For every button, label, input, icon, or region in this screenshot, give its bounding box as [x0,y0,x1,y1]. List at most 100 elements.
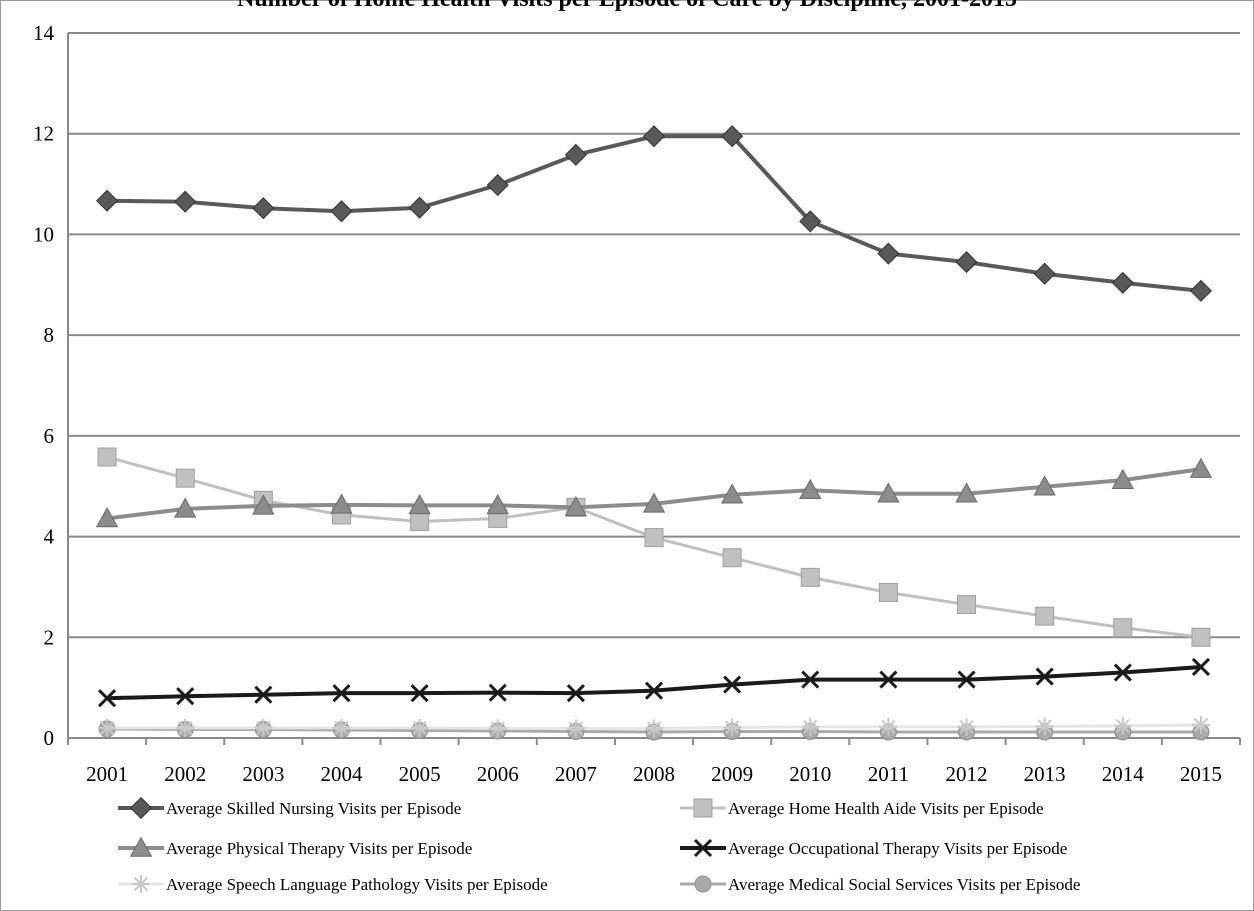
y-tick-label: 8 [44,323,55,347]
marker-star-stroke [881,719,896,734]
marker-star [957,717,976,736]
marker-star-stroke [99,720,115,735]
marker-square [644,528,664,548]
marker-diamond [721,125,744,148]
marker-diamond [129,796,153,820]
marker-diamond [174,190,197,213]
marker-triangle [564,495,588,517]
marker-square [957,595,977,615]
marker-square [410,511,430,531]
marker-triangle [330,493,353,514]
marker-triangle [486,493,509,515]
marker-star [98,718,117,737]
marker-star [723,718,742,737]
marker-x [332,684,351,703]
legend-item: Average Physical Therapy Visits per Epis… [118,836,472,858]
marker-star [332,718,351,737]
series-3 [95,457,1213,528]
marker-diamond [1111,271,1134,294]
marker-star-stroke [178,720,193,735]
series-2 [97,447,1211,647]
marker-square [693,798,713,818]
x-tick-label: 2011 [868,762,909,786]
marker-star-stroke [1037,719,1052,734]
marker-x-stroke [254,685,273,704]
legend-item: Average Medical Social Services Visits p… [680,875,1080,894]
marker-star-stroke [725,720,740,735]
marker-square [1191,627,1211,647]
marker-diamond [877,242,900,265]
marker-triangle [174,497,197,518]
marker-star [132,875,150,893]
legend-label: Average Skilled Nursing Visits per Episo… [166,799,461,818]
marker-square [800,567,820,587]
series-1 [96,125,1212,302]
marker-star-stroke [1193,717,1209,732]
series-5 [98,715,1210,738]
marker-x-stroke [410,684,429,703]
legend-item: Average Speech Language Pathology Visits… [118,875,548,894]
marker-star [801,717,820,736]
series-4 [98,657,1210,708]
x-tick-label: 2004 [320,762,363,786]
marker-x-stroke [644,681,664,700]
marker-triangle [408,493,431,515]
x-tick-label: 2013 [1024,762,1066,786]
marker-star [1191,715,1210,734]
x-tick-label: 2001 [86,762,128,786]
marker-star [879,717,898,736]
legend-item: Average Skilled Nursing Visits per Episo… [118,796,461,820]
x-tick-label: 2010 [789,762,831,786]
x-tick-label: 2003 [242,762,284,786]
marker-star-stroke [490,721,505,736]
marker-triangle [799,478,822,500]
marker-square [97,447,117,467]
marker-square [878,582,898,602]
marker-star-stroke [256,720,271,735]
marker-star-stroke [334,720,349,735]
marker-triangle [95,507,119,528]
marker-star [645,719,663,738]
series-lines [95,125,1213,741]
marker-star-stroke [959,719,974,734]
marker-triangle [720,483,744,504]
marker-x [254,685,273,704]
y-tick-label: 4 [44,525,55,549]
marker-x-stroke [1035,667,1054,686]
x-tick-label: 2009 [711,762,753,786]
legend-item: Average Home Health Aide Visits per Epis… [680,798,1044,818]
marker-diamond [486,174,509,197]
marker-x-stroke [693,838,713,858]
marker-x [957,670,976,689]
marker-diamond [564,143,587,166]
marker-x-stroke [1191,657,1210,677]
marker-star-stroke [568,721,583,736]
marker-diamond [96,189,119,212]
axes: 0 2 4 6 8 10 12 14 2001 2002 2003 2004 2005 2006 2007 2… [33,21,1241,786]
y-tick-label: 10 [33,222,54,246]
x-tick-label: 2007 [555,762,597,786]
marker-x-stroke [879,670,898,689]
marker-circle [694,875,712,893]
marker-diamond [955,251,978,274]
marker-triangle [877,482,900,503]
x-tick-label: 2015 [1180,762,1222,786]
x-tick-label: 2008 [633,762,675,786]
legend-label: Average Physical Therapy Visits per Epis… [166,839,472,858]
marker-x [1191,657,1210,677]
marker-x [98,689,117,708]
marker-star [566,719,585,738]
marker-star-stroke [646,721,662,736]
legend-label: Average Home Health Aide Visits per Epis… [728,799,1044,818]
marker-diamond [330,200,353,223]
y-tick-label: 14 [33,21,55,45]
marker-x [1035,667,1054,686]
marker-x-stroke [801,670,820,689]
marker-x [644,681,664,700]
marker-star [176,718,195,737]
marker-x-stroke [723,675,742,694]
marker-x-stroke [98,689,117,708]
marker-triangle [129,836,153,857]
marker-triangle [252,494,275,515]
